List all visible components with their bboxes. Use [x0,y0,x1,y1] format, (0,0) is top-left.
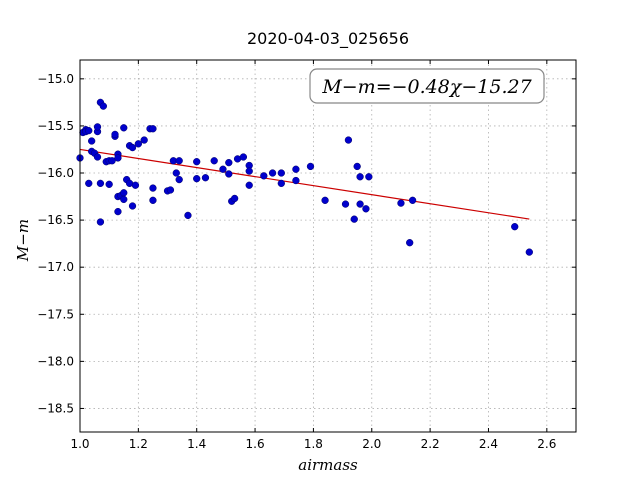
y-tick-label: −17.0 [37,260,74,274]
x-tick-label: 1.2 [129,437,148,451]
data-point [140,136,148,144]
data-point [321,196,329,204]
data-point [306,162,315,171]
data-point [166,186,175,194]
fit-line [79,148,530,220]
data-point [85,179,93,188]
data-point [356,173,364,181]
y-tick-label: −18.5 [37,401,74,415]
data-point [128,143,137,152]
data-point [277,179,285,188]
data-point [114,207,122,216]
fit-line-layer [79,148,530,220]
data-point [219,165,227,173]
data-point [239,153,248,161]
fit-annotation: M−m=−0.48χ−15.27 [309,68,545,104]
data-point [408,196,417,204]
x-tick-label: 1.8 [304,437,323,451]
data-point [277,169,285,177]
data-point [120,124,128,132]
y-tick-label: −16.5 [37,213,74,227]
data-point [362,205,370,213]
data-point [356,200,364,208]
data-point [93,153,102,161]
data-point [85,126,93,135]
data-point [131,181,140,189]
x-tick-label: 1.6 [246,437,265,451]
data-point [149,196,157,204]
data-point [120,189,128,197]
data-point [225,159,233,167]
data-point [511,223,519,231]
x-tick-label: 1.0 [70,437,89,451]
x-tick-label: 2.6 [537,437,556,451]
y-tick-label: −18.0 [37,354,74,368]
data-points [76,98,533,256]
data-point [96,218,105,226]
data-point [99,102,107,110]
data-point [268,169,277,177]
data-point [353,162,361,171]
data-point [108,157,116,165]
data-point [149,184,157,192]
data-point [245,181,253,189]
data-point [149,125,157,133]
y-tick-label: −16.0 [37,166,74,180]
data-point [292,176,300,185]
chart-title: 2020-04-03_025656 [247,29,409,49]
x-tick-label: 2.2 [421,437,440,451]
data-point [230,194,239,203]
data-point [245,167,253,175]
data-point [134,140,143,148]
x-tick-label: 2.4 [479,437,498,451]
data-point [93,123,102,131]
data-point [292,165,300,173]
data-point [114,154,122,162]
y-tick-label: −15.0 [37,72,74,86]
data-point [406,239,414,247]
data-point [260,172,268,180]
data-point [111,130,119,139]
x-tick-label: 2.0 [362,437,381,451]
data-point [175,175,183,184]
x-axis-label: airmass [298,456,358,474]
x-tick-label: 1.4 [187,437,206,451]
data-point [128,202,137,210]
data-point [175,157,183,165]
data-point [193,158,201,166]
data-point [105,180,113,188]
data-point [184,211,192,220]
data-point [193,175,201,183]
data-point [96,179,105,188]
data-point [201,174,210,182]
y-tick-label: −15.5 [37,119,74,133]
data-point [88,137,96,145]
data-point [397,199,405,207]
annotation-box [309,68,545,104]
data-point [341,200,350,208]
data-point [525,248,533,256]
axis-ticks: 1.0 1.2 1.4 1.6 1.8 2.0 2.2 2.4 2.6 −15.0 −15.5 −16… [37,60,576,451]
data-point [172,169,180,177]
data-point [350,215,358,223]
plot-frame [79,59,577,433]
data-point [225,170,233,178]
data-point [365,173,373,181]
y-tick-label: −17.5 [37,307,74,321]
data-point [120,195,128,204]
fit-equation: M−m=−0.48χ−15.27 [321,76,532,98]
data-point [344,136,353,144]
data-point [210,157,218,165]
y-axis-label: M−m [14,219,32,262]
